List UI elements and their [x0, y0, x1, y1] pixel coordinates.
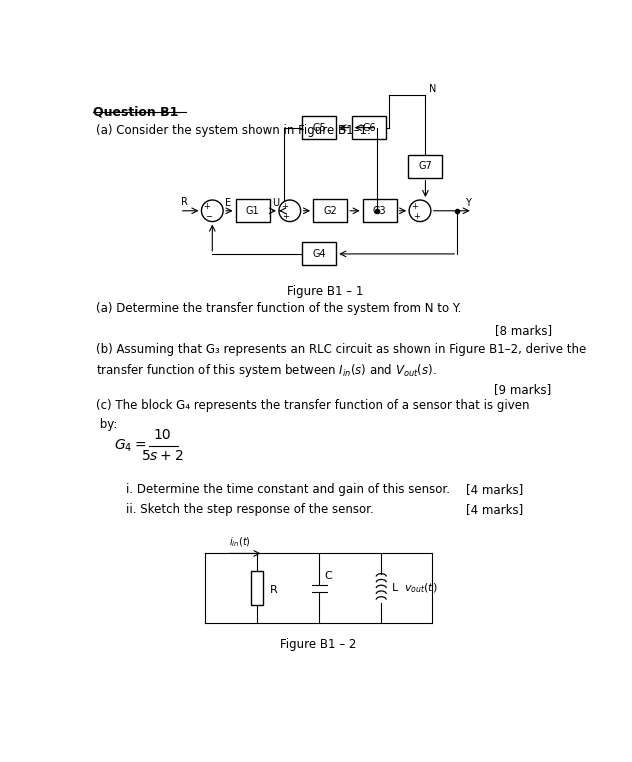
Text: $G_4 =$: $G_4 =$	[114, 437, 146, 454]
Text: $5s+2$: $5s+2$	[142, 450, 184, 463]
Text: G2: G2	[323, 206, 337, 216]
Bar	[363, 199, 397, 223]
Bar	[408, 155, 442, 178]
Text: $i_{in}(t)$: $i_{in}(t)$	[229, 535, 251, 549]
Text: (c) The block G₄ represents the transfer function of a sensor that is given: (c) The block G₄ represents the transfer…	[96, 399, 530, 412]
Text: (a) Consider the system shown in Figure B1–1:: (a) Consider the system shown in Figure …	[96, 123, 371, 137]
Text: $v_{out}(t)$: $v_{out}(t)$	[404, 581, 438, 595]
Text: C: C	[324, 571, 332, 581]
Text: [9 marks]: [9 marks]	[494, 383, 552, 396]
Text: i. Determine the time constant and gain of this sensor.: i. Determine the time constant and gain …	[126, 482, 449, 495]
Text: G6: G6	[362, 123, 375, 133]
Circle shape	[409, 200, 431, 222]
Text: +: +	[283, 212, 289, 221]
Bar	[236, 199, 270, 223]
Bar	[302, 242, 336, 265]
Text: L: L	[392, 583, 398, 593]
Circle shape	[202, 200, 223, 222]
Text: G5: G5	[312, 123, 326, 133]
Bar	[352, 116, 386, 139]
Text: Y: Y	[465, 197, 471, 208]
Bar	[251, 572, 264, 605]
Text: (b) Assuming that G₃ represents an RLC circuit as shown in Figure B1–2, derive t: (b) Assuming that G₃ represents an RLC c…	[96, 343, 586, 356]
Text: −: −	[205, 212, 212, 221]
Text: G4: G4	[312, 249, 326, 259]
Text: G3: G3	[373, 206, 387, 216]
Bar	[302, 116, 336, 139]
Text: U: U	[272, 197, 279, 208]
Text: ii. Sketch the step response of the sensor.: ii. Sketch the step response of the sens…	[126, 503, 374, 516]
Text: G1: G1	[246, 206, 259, 216]
Text: 10: 10	[154, 427, 171, 442]
Text: N: N	[428, 84, 436, 94]
Text: G7: G7	[418, 161, 432, 171]
Text: [4 marks]: [4 marks]	[466, 482, 524, 495]
Text: Question B1: Question B1	[93, 105, 178, 118]
Text: +: +	[413, 212, 420, 221]
Text: +: +	[281, 202, 288, 210]
Circle shape	[279, 200, 301, 222]
Text: R: R	[181, 197, 188, 207]
Text: [8 marks]: [8 marks]	[495, 324, 552, 337]
Text: +: +	[204, 202, 210, 210]
Text: E: E	[226, 197, 231, 208]
Text: by:: by:	[96, 418, 118, 431]
Text: +: +	[411, 202, 418, 210]
Text: [4 marks]: [4 marks]	[466, 503, 524, 516]
Bar	[313, 199, 347, 223]
Text: transfer function of this system between $I_{in}(s)$ and $V_{out}(s)$.: transfer function of this system between…	[96, 362, 437, 379]
Text: Figure B1 – 2: Figure B1 – 2	[279, 638, 356, 652]
Text: (a) Determine the transfer function of the system from N to Y.: (a) Determine the transfer function of t…	[96, 303, 461, 315]
Text: R: R	[270, 584, 277, 594]
Text: Figure B1 – 1: Figure B1 – 1	[288, 286, 363, 299]
